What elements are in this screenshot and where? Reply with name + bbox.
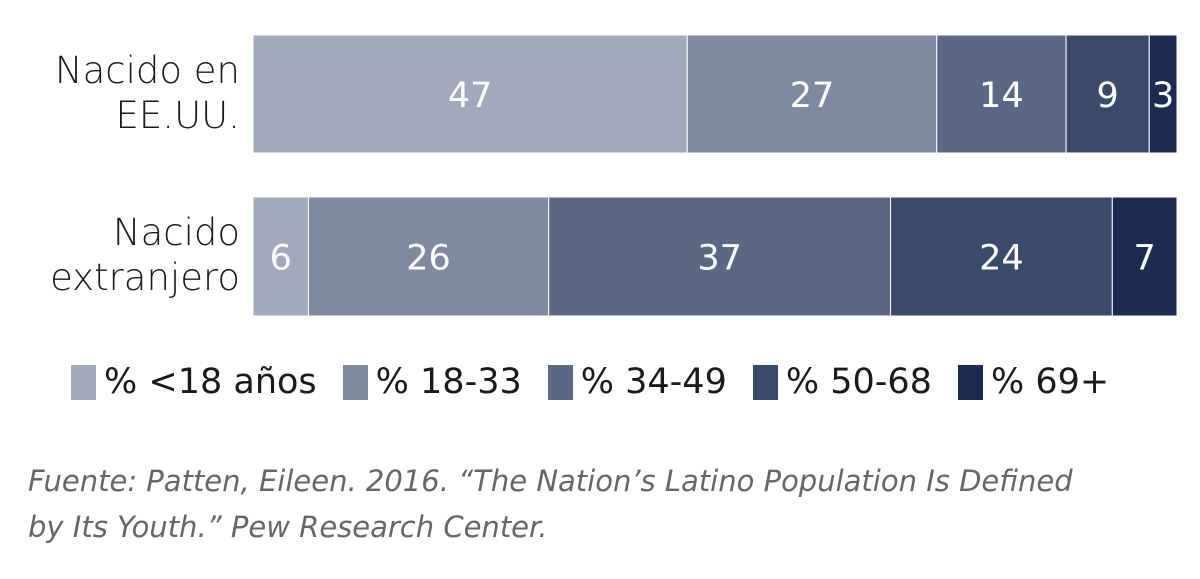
data-label: 6 <box>270 239 292 279</box>
legend-item: % 50-68 <box>752 362 932 402</box>
bar-segment <box>1111 196 1178 317</box>
bar-segment <box>686 34 938 154</box>
row-label-line: Nacido <box>112 211 240 254</box>
bar-segment <box>1148 34 1178 154</box>
stacked-bar-chart: 47 27 14 9 3 6 26 37 24 7 <box>252 34 1178 317</box>
data-label: 9 <box>1097 76 1119 116</box>
legend-swatch <box>547 364 573 400</box>
legend-item: % <18 años <box>71 362 317 402</box>
data-label: 37 <box>697 239 742 279</box>
data-label: 7 <box>1134 239 1156 279</box>
legend-label: % 18-33 <box>375 362 522 402</box>
bar-segment <box>548 196 892 317</box>
bar-segment <box>307 196 550 317</box>
bar-segment <box>252 34 688 154</box>
row-label-us-born: Nacido en EE.UU. <box>55 48 240 138</box>
bar-segment <box>252 196 309 317</box>
row-label-line: EE.UU. <box>115 94 240 137</box>
bar-segment <box>1065 34 1150 154</box>
bar-segment <box>890 196 1113 317</box>
source-note: Fuente: Patten, Eileen. 2016. “The Natio… <box>28 458 1148 550</box>
legend-swatch <box>71 364 96 400</box>
legend-label: % 69+ <box>990 362 1110 402</box>
legend: % <18 años % 18-33 % 34-49 % 50-68 % 69+ <box>71 362 1135 402</box>
data-label: 3 <box>1152 76 1174 116</box>
legend-item: % 34-49 <box>547 362 727 402</box>
legend-swatch <box>752 364 778 400</box>
bar-segment <box>936 34 1067 154</box>
data-label: 27 <box>790 76 835 116</box>
legend-label: % 50-68 <box>785 362 932 402</box>
data-label: 24 <box>979 239 1024 279</box>
source-line: Fuente: Patten, Eileen. 2016. “The Natio… <box>28 464 1073 498</box>
legend-item: % 18-33 <box>342 362 522 402</box>
legend-swatch <box>342 364 368 400</box>
legend-swatch <box>957 364 983 400</box>
row-label-foreign-born: Nacido extranjero <box>50 210 240 300</box>
data-label: 26 <box>406 239 451 279</box>
row-label-line: Nacido en <box>54 49 240 92</box>
legend-item: % 69+ <box>957 362 1110 402</box>
legend-label: % 34-49 <box>580 362 727 402</box>
data-label: 14 <box>979 76 1024 116</box>
legend-label: % <18 años <box>104 362 317 402</box>
data-label: 47 <box>448 76 493 116</box>
source-line: by Its Youth.” Pew Research Center. <box>28 510 548 544</box>
row-label-line: extranjero <box>50 256 240 299</box>
